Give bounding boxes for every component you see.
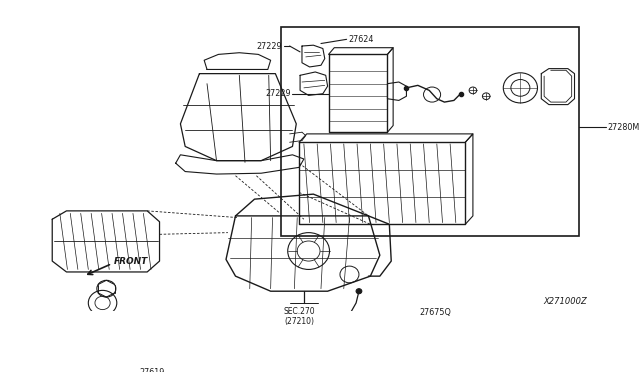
Text: 27675Q: 27675Q	[420, 308, 452, 317]
Text: 27624: 27624	[349, 35, 374, 44]
Text: X271000Z: X271000Z	[543, 297, 587, 306]
Text: 27280M: 27280M	[608, 123, 640, 132]
Text: 27619: 27619	[140, 368, 165, 372]
Circle shape	[356, 289, 362, 294]
Text: SEC.270: SEC.270	[284, 307, 315, 316]
Text: 27229: 27229	[257, 42, 282, 51]
Text: (27210): (27210)	[284, 317, 314, 326]
Text: FRONT: FRONT	[114, 257, 148, 266]
Text: 27229: 27229	[265, 89, 291, 98]
Bar	[281, 27, 579, 236]
